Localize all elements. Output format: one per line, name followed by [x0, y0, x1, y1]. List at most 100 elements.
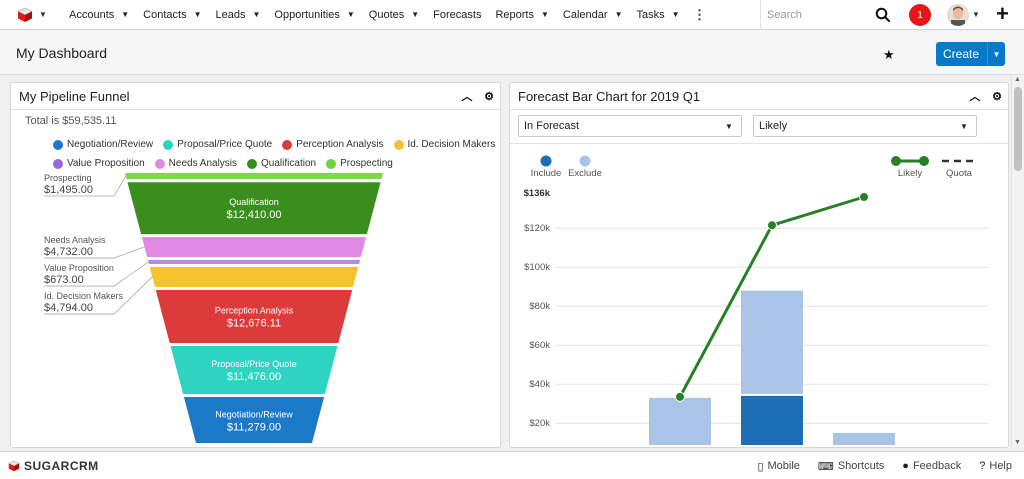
- legend-item[interactable]: Negotiation/Review: [53, 139, 153, 150]
- notifications-badge[interactable]: 1: [909, 4, 931, 26]
- legend-item[interactable]: Qualification: [247, 158, 316, 169]
- footer-link-label: Help: [989, 460, 1012, 472]
- select-value: In Forecast: [524, 120, 580, 132]
- funnel-segment: [147, 259, 361, 264]
- footer-link-shortcuts[interactable]: ⌨ Shortcuts: [818, 460, 884, 473]
- chevron-down-icon[interactable]: ▼: [346, 10, 355, 19]
- funnel-segment: [149, 266, 359, 287]
- legend-row: Value Proposition Needs Analysis Qualifica…: [53, 154, 483, 173]
- y-tick-label: $100k: [524, 262, 550, 273]
- legend-swatch: [579, 155, 591, 167]
- collapse-icon[interactable]: ︿: [461, 91, 473, 103]
- chevron-down-icon[interactable]: ▼: [614, 10, 623, 19]
- chevron-down-icon[interactable]: ▼: [987, 42, 1005, 66]
- legend-item[interactable]: Value Proposition: [53, 158, 145, 169]
- create-button[interactable]: Create ▼: [936, 42, 1005, 66]
- legend-item[interactable]: Perception Analysis: [282, 139, 384, 150]
- legend-label: Id. Decision Makers: [407, 139, 496, 150]
- nav-label: Accounts: [69, 8, 115, 21]
- legend-item[interactable]: Proposal/Price Quote: [163, 139, 272, 150]
- footer-link-feedback[interactable]: ● Feedback: [902, 460, 961, 472]
- bar-exclude: [833, 432, 895, 445]
- funnel-segment-value: $11,279.00: [227, 422, 281, 434]
- likely-point: [859, 192, 869, 202]
- likely-filter-select[interactable]: Likely ▼: [753, 115, 977, 137]
- favorite-star-icon[interactable]: ★: [883, 47, 895, 62]
- dashlet-title: My Pipeline Funnel: [19, 88, 130, 104]
- avatar[interactable]: [947, 4, 969, 26]
- nav-opportunities[interactable]: Opportunities ▼: [267, 0, 361, 30]
- nav-forecasts[interactable]: Forecasts: [426, 0, 488, 30]
- scroll-down-icon[interactable]: ▼: [1014, 439, 1021, 446]
- chevron-down-icon[interactable]: ▼: [671, 10, 680, 19]
- nav-label: Reports: [495, 8, 534, 21]
- funnel-leader-line: [44, 246, 145, 259]
- funnel-segment-value: $11,476.00: [227, 371, 281, 383]
- legend-label: Exclude: [568, 168, 602, 179]
- legend-swatch: [891, 156, 901, 166]
- y-tick-label: $20k: [529, 418, 550, 429]
- footer-link-help[interactable]: ? Help: [979, 460, 1012, 472]
- page-scrollbar[interactable]: ▲ ▼: [1011, 75, 1024, 447]
- funnel-leader-line: [44, 261, 149, 287]
- chevron-down-icon[interactable]: ▼: [252, 10, 261, 19]
- funnel-side-label-name: Id. Decision Makers: [44, 291, 124, 301]
- nav-leads[interactable]: Leads ▼: [209, 0, 268, 30]
- nav-calendar[interactable]: Calendar ▼: [556, 0, 630, 30]
- chevron-down-icon[interactable]: ▼: [411, 10, 420, 19]
- nav-label: Quotes: [368, 8, 405, 21]
- nav-tasks[interactable]: Tasks ▼: [629, 0, 686, 30]
- nav-reports[interactable]: Reports ▼: [488, 0, 555, 30]
- footer-link-label: Feedback: [912, 460, 962, 472]
- collapse-icon[interactable]: ︿: [969, 91, 981, 103]
- funnel-segment: [141, 237, 367, 257]
- footer-link-mobile[interactable]: ▯ Mobile: [757, 460, 799, 473]
- search-input[interactable]: Search: [767, 9, 802, 21]
- y-max-label: $136k: [524, 188, 551, 199]
- funnel-leader-line: [44, 276, 153, 315]
- funnel-chart: Qualification $12,410.00 Perception Analys…: [44, 173, 383, 443]
- likely-point: [675, 391, 685, 402]
- y-tick-label: $120k: [524, 223, 550, 234]
- quick-create-icon[interactable]: +: [996, 1, 1009, 26]
- chevron-down-icon[interactable]: ▼: [121, 10, 130, 19]
- forecast-bar-chart: Include Exclude Likely Quota $136k $120k $100k…: [524, 155, 988, 445]
- search-icon[interactable]: [874, 6, 892, 24]
- chevron-down-icon[interactable]: ▼: [541, 10, 549, 19]
- gear-icon[interactable]: ⚙: [992, 90, 1002, 103]
- dashlet-title: Forecast Bar Chart for 2019 Q1: [518, 88, 701, 104]
- scroll-up-icon[interactable]: ▲: [1014, 76, 1021, 83]
- logo-menu[interactable]: ▼: [0, 7, 62, 23]
- nav-label: Tasks: [636, 8, 665, 21]
- gear-icon[interactable]: ⚙: [484, 90, 494, 103]
- nav-label: Contacts: [143, 8, 187, 21]
- legend-item[interactable]: Needs Analysis: [154, 158, 237, 169]
- scroll-thumb[interactable]: [1014, 87, 1022, 171]
- legend-item[interactable]: Prospecting: [326, 158, 393, 169]
- funnel-segment-name: Perception Analysis: [215, 306, 294, 316]
- nav-contacts[interactable]: Contacts ▼: [136, 0, 208, 30]
- funnel-legend: Negotiation/Review Proposal/Price Quote Pe…: [53, 135, 495, 173]
- chevron-down-icon[interactable]: ▼: [193, 10, 202, 19]
- legend-swatch: [154, 158, 165, 169]
- global-search[interactable]: Search: [760, 0, 900, 30]
- dashlet-header: My Pipeline Funnel ︿ ⚙: [11, 83, 500, 110]
- nav-accounts[interactable]: Accounts ▼: [62, 0, 136, 30]
- footer-link-label: Mobile: [767, 460, 800, 472]
- chat-icon: ●: [902, 460, 909, 472]
- create-button-label: Create: [943, 47, 980, 61]
- legend-label: Value Proposition: [67, 158, 145, 169]
- mobile-icon: ▯: [757, 460, 764, 473]
- legend-swatch: [393, 139, 404, 150]
- pipeline-funnel-dashlet: My Pipeline Funnel ︿ ⚙ Total is $59,535.…: [10, 82, 501, 448]
- funnel-segment-name: Negotiation/Review: [215, 410, 293, 420]
- sugar-cube-icon: [17, 7, 33, 22]
- forecast-filter-select[interactable]: In Forecast ▼: [518, 115, 742, 137]
- funnel-segment-name: Qualification: [229, 197, 279, 207]
- nav-quotes[interactable]: Quotes ▼: [362, 0, 426, 30]
- legend-item[interactable]: Id. Decision Makers: [393, 139, 496, 150]
- more-menu-icon[interactable]: ⋮: [693, 6, 707, 22]
- chevron-down-icon[interactable]: ▼: [972, 10, 980, 19]
- chevron-down-icon: ▼: [39, 10, 47, 19]
- chevron-down-icon: ▼: [960, 121, 968, 131]
